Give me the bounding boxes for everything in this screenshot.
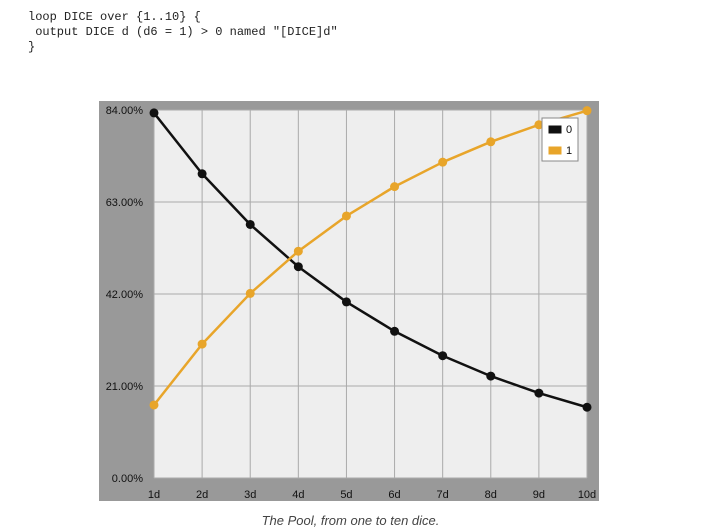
figure-caption: The Pool, from one to ten dice.	[261, 513, 440, 528]
y-tick-label: 0.00%	[112, 473, 143, 485]
code-line: loop DICE over {1..10} {	[28, 10, 201, 24]
series-line-1	[153, 109, 588, 406]
x-tick-label: 10d	[578, 489, 596, 501]
x-tick-label: 8d	[485, 489, 497, 501]
y-tick-label: 84.00%	[106, 105, 144, 117]
data-point-series-1	[438, 157, 448, 167]
data-point-series-1	[534, 120, 544, 130]
legend-swatch-1	[547, 145, 563, 156]
data-point-series-1	[390, 182, 400, 192]
code-block: loop DICE over {1..10} { output DICE d (…	[28, 10, 338, 55]
data-point-series-0	[245, 219, 255, 229]
data-point-series-0	[149, 108, 159, 118]
y-tick-label: 63.00%	[106, 197, 144, 209]
data-point-series-1	[197, 339, 207, 349]
data-point-series-0	[534, 388, 544, 398]
x-tick-label: 1d	[148, 489, 160, 501]
legend: 0 1	[541, 117, 579, 162]
x-tick-label: 6d	[388, 489, 400, 501]
code-line: output DICE d (d6 = 1) > 0 named "[DICE]…	[28, 25, 338, 39]
series-line-0	[153, 112, 588, 409]
x-tick-label: 3d	[244, 489, 256, 501]
grid-lines	[153, 109, 588, 479]
data-point-series-0	[486, 371, 496, 381]
data-point-series-1	[293, 246, 303, 256]
legend-label-1: 1	[566, 145, 572, 157]
data-point-series-1	[149, 400, 159, 410]
data-point-series-0	[438, 351, 448, 361]
data-point-series-1	[582, 106, 592, 116]
legend-label-0: 0	[566, 124, 572, 136]
data-point-series-1	[245, 288, 255, 298]
x-tick-label: 9d	[533, 489, 545, 501]
legend-swatch-0	[547, 124, 563, 135]
series-lines	[149, 106, 592, 412]
y-axis-ticks: 0.00% 21.00% 42.00% 63.00% 84.00%	[106, 105, 144, 485]
data-point-series-0	[582, 402, 592, 412]
x-tick-label: 2d	[196, 489, 208, 501]
y-tick-label: 42.00%	[106, 289, 144, 301]
x-tick-label: 4d	[292, 489, 304, 501]
x-tick-label: 5d	[340, 489, 352, 501]
y-tick-label: 21.00%	[106, 381, 144, 393]
data-point-series-1	[486, 137, 496, 147]
code-line: }	[28, 40, 36, 54]
data-point-series-1	[341, 211, 351, 221]
data-point-series-0	[197, 169, 207, 179]
x-axis-ticks: 1d 2d 3d 4d 5d 6d 7d 8d 9d 10d	[148, 489, 596, 501]
data-point-series-0	[341, 297, 351, 307]
x-tick-label: 7d	[437, 489, 449, 501]
data-point-series-0	[293, 262, 303, 272]
data-point-series-0	[390, 326, 400, 336]
